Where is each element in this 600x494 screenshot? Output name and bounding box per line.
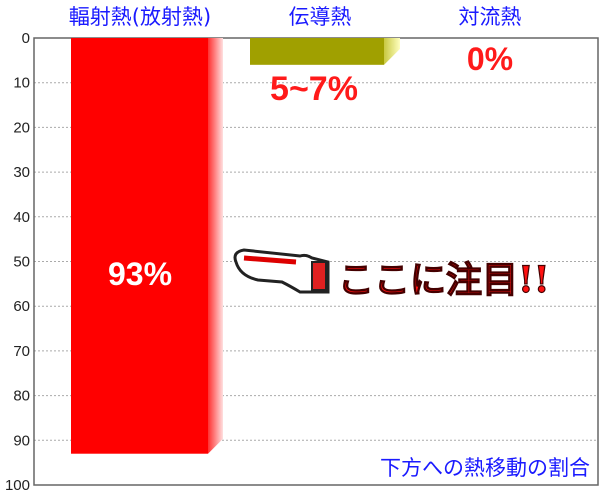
- data-label-convection: 0%: [467, 41, 513, 77]
- data-label-conduction: 5~7%: [270, 70, 358, 108]
- y-tick-label: 50: [13, 254, 30, 271]
- y-tick-label: 20: [13, 119, 30, 136]
- y-tick-label: 40: [13, 209, 30, 226]
- bar: [250, 38, 384, 65]
- y-tick-label: 0: [22, 30, 30, 47]
- y-tick-label: 10: [13, 75, 30, 92]
- bar: [71, 38, 208, 454]
- y-tick-label: 30: [13, 164, 30, 181]
- bar-side: [384, 38, 400, 65]
- bar-side: [208, 38, 223, 454]
- category-label-conduction: 伝導熱: [289, 5, 352, 29]
- y-tick-label: 60: [13, 298, 30, 315]
- category-label-radiant: 輻射熱(放射熱): [69, 5, 211, 29]
- category-label-convection: 対流熱: [459, 5, 522, 29]
- annotation-text: ここに注目!!: [338, 259, 550, 301]
- y-tick-label: 100: [5, 477, 30, 494]
- chart-caption: 下方への熱移動の割合: [380, 456, 590, 480]
- y-tick-label: 80: [13, 388, 30, 405]
- pointing-hand-icon: [233, 248, 330, 294]
- y-tick-label: 90: [13, 432, 30, 449]
- data-label-radiant: 93%: [108, 256, 172, 292]
- y-tick-label: 70: [13, 343, 30, 360]
